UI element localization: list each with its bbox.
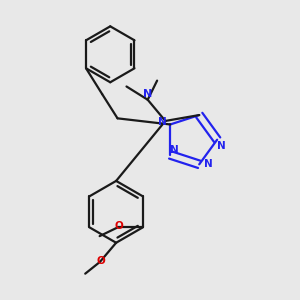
Text: O: O <box>96 256 105 266</box>
Text: N: N <box>143 88 152 99</box>
Text: N: N <box>204 159 212 169</box>
Text: N: N <box>217 141 226 151</box>
Text: N: N <box>158 116 166 127</box>
Text: O: O <box>114 221 123 231</box>
Text: N: N <box>170 145 179 154</box>
